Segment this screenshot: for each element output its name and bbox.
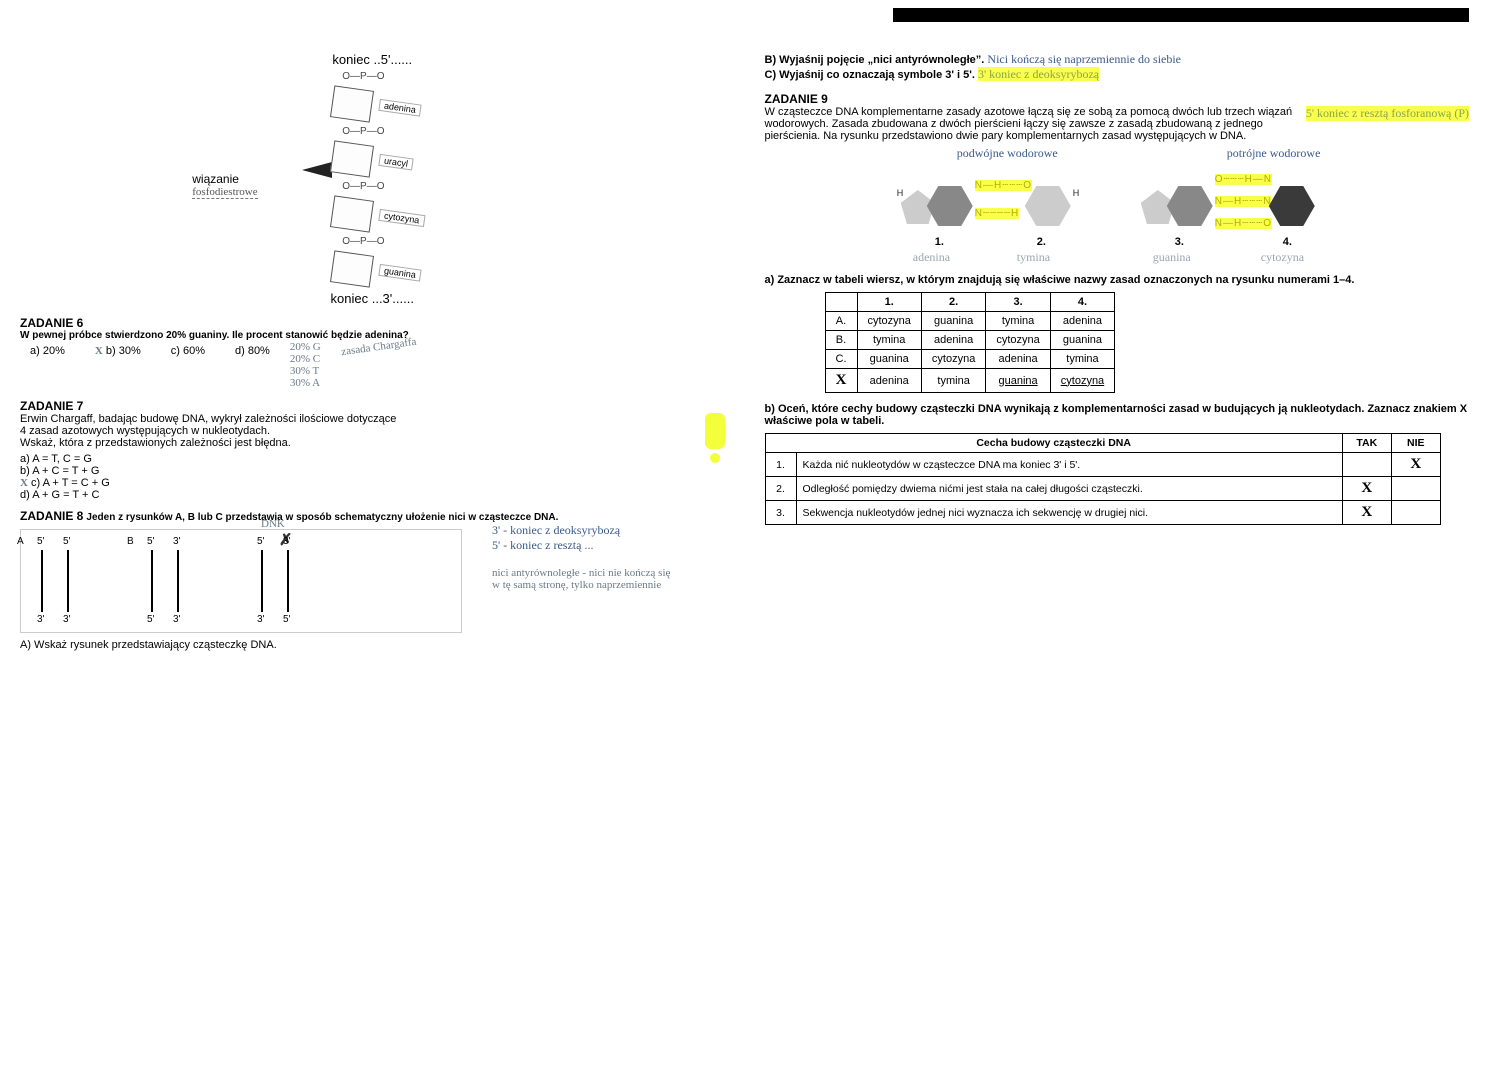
- base-label-1: adenina: [379, 99, 422, 117]
- label-potrojne: potrójne wodorowe: [1227, 146, 1321, 161]
- label-koniec-5: koniec ..5'......: [242, 52, 502, 67]
- answer-C-hand-1: 3' koniec z deoksyrybozą: [978, 67, 1099, 81]
- zadanie-6-sidework: 20% G 20% C 30% T 30% A: [290, 341, 321, 389]
- base-label-3: cytozyna: [379, 209, 426, 227]
- sugar-3: cytozyna: [330, 195, 374, 232]
- hbond-icon: N┄┄┄┄H: [975, 208, 1020, 219]
- hand-tymina: tymina: [1017, 250, 1050, 265]
- table-row: B. tyminaadenina cytozynaguanina: [825, 331, 1115, 350]
- mark-x-icon: X: [1391, 453, 1440, 477]
- table-row: 1.2. 3.4.: [825, 293, 1115, 312]
- mark-x-icon: X: [1342, 477, 1391, 501]
- hand-adenina: adenina: [913, 250, 950, 265]
- base-label-4: guanina: [379, 264, 422, 282]
- hbond-icon: N―H┄┄┄O: [1215, 218, 1272, 229]
- z7-opt-d: d) A + G = T + C: [20, 489, 685, 501]
- dna-backbone-diagram: koniec ..5'...... wiązanie fosfodiestrow…: [242, 52, 502, 306]
- question-C: C) Wyjaśnij co oznaczają symbole 3' i 5'…: [765, 67, 1470, 82]
- sugar-1: adenina: [330, 85, 374, 122]
- z7-opt-a: a) A = T, C = G: [20, 453, 685, 465]
- zadanie-9b-text: b) Oceń, które cechy budowy cząsteczki D…: [765, 403, 1470, 427]
- answer-B-hand: Nici kończą się naprzemiennie do siebie: [987, 52, 1181, 66]
- table-row-selected: X adeninatymina guaninacytozyna: [825, 369, 1115, 393]
- hand-dnk: DNK: [261, 518, 285, 530]
- sugar-2: uracyl: [330, 140, 374, 177]
- label-koniec-3: koniec ...3'......: [242, 291, 502, 306]
- question-B: B) Wyjaśnij pojęcie „nici antyrównoległe…: [765, 52, 1470, 67]
- phosphate-4: O—P—O: [342, 236, 502, 247]
- handwriting-fosfodiestrowe: fosfodiestrowe: [192, 186, 257, 199]
- label-wiazanie: wiązanie fosfodiestrowe: [192, 172, 257, 199]
- num-2: 2.: [1037, 236, 1046, 248]
- num-3: 3.: [1175, 236, 1184, 248]
- mark-x-icon: X: [825, 369, 857, 393]
- opt-c: c) 60%: [171, 345, 205, 357]
- table-row: C. guaninacytozyna adeninatymina: [825, 350, 1115, 369]
- mark-x-icon: X: [20, 477, 28, 489]
- opt-d: d) 80%: [235, 345, 270, 357]
- table-row: A. cytozynaguanina tyminaadenina: [825, 312, 1115, 331]
- hbond-icon: N―H┄┄┄O: [975, 180, 1032, 191]
- label-podwojne: podwójne wodorowe: [957, 146, 1058, 161]
- table-9a: 1.2. 3.4. A. cytozynaguanina tyminaadeni…: [825, 292, 1116, 393]
- z7-line1: Erwin Chargaff, badając budowę DNA, wykr…: [20, 413, 685, 425]
- arrow-icon: [302, 162, 332, 178]
- num-4: 4.: [1283, 236, 1292, 248]
- hbond-icon: O┄┄┄H―N: [1215, 174, 1272, 185]
- strand-B: B 5' 3' 5' 3': [141, 536, 211, 626]
- page: koniec ..5'...... wiązanie fosfodiestrow…: [0, 22, 1489, 681]
- base-label-2: uracyl: [379, 154, 414, 171]
- table-9b: Cecha budowy cząsteczki DNA TAK NIE 1. K…: [765, 433, 1441, 525]
- zadanie-8-figure: A 5' 5' 3' 3' B 5' 3' 5' 3' ✗: [20, 529, 462, 633]
- phosphate-1: O—P—O: [342, 71, 502, 82]
- zadanie-8-question: Jeden z rysunków A, B lub C przedstawia …: [86, 512, 558, 523]
- mark-x-icon: X: [1342, 501, 1391, 525]
- strand-A: A 5' 5' 3' 3': [31, 536, 101, 626]
- zadanie-8-handnotes: 3' - koniec z deoksyrybozą 5' - koniec z…: [492, 523, 670, 591]
- zadanie-6-title: ZADANIE 6: [20, 316, 725, 330]
- hbond-icon: N―H┄┄┄N: [1215, 196, 1272, 207]
- zadanie-8-title: ZADANIE 8: [20, 509, 83, 523]
- mark-x-icon: X: [95, 345, 103, 357]
- zadanie-6-options: a) 20% X b) 30% c) 60% d) 80%: [30, 345, 270, 357]
- opt-b: X b) 30%: [95, 345, 141, 357]
- base-pair-figure: podwójne wodorowe N―H┄┄┄O N┄┄┄┄H H H 1. …: [765, 150, 1470, 270]
- answer-C-hand-2: 5' koniec z resztą fosforanową (P): [1306, 106, 1469, 121]
- num-1: 1.: [935, 236, 944, 248]
- table-row: 3. Sekwencja nukleotydów jednej nici wyz…: [765, 501, 1440, 525]
- hand-guanina: guanina: [1153, 250, 1191, 265]
- phosphate-2: O—P—O: [342, 126, 502, 137]
- left-column: koniec ..5'...... wiązanie fosfodiestrow…: [20, 52, 725, 651]
- z7-opt-c: X c) A + T = C + G: [20, 477, 685, 489]
- table-row: Cecha budowy cząsteczki DNA TAK NIE: [765, 434, 1440, 453]
- zadanie-8-a: A) Wskaż rysunek przedstawiający cząstec…: [20, 639, 725, 651]
- zadanie-7-title: ZADANIE 7: [20, 399, 725, 413]
- strand-C: ✗ DNK 5' 3' 3' 5': [251, 536, 321, 626]
- highlight-exclaim-icon: [705, 413, 725, 449]
- hand-cytozyna: cytozyna: [1261, 250, 1304, 265]
- table-row: 2. Odległość pomiędzy dwiema nićmi jest …: [765, 477, 1440, 501]
- zadanie-9a-text: a) Zaznacz w tabeli wiersz, w którym zna…: [765, 274, 1470, 286]
- zadanie-6-question: W pewnej próbce stwierdzono 20% guaniny.…: [20, 330, 725, 341]
- opt-a: a) 20%: [30, 345, 65, 357]
- zadanie-9-title: ZADANIE 9: [765, 92, 1470, 106]
- phosphate-3: O—P—O: [342, 181, 502, 192]
- scan-black-bar: [893, 8, 1469, 22]
- pair-GC: potrójne wodorowe O┄┄┄H―N N―H┄┄┄N N―H┄┄┄…: [1137, 150, 1337, 270]
- table-row: 1. Każda nić nukleotydów w cząsteczce DN…: [765, 453, 1440, 477]
- z7-opt-b: b) A + C = T + G: [20, 465, 685, 477]
- z7-line2: 4 zasad azotowych występujących w nukleo…: [20, 425, 685, 437]
- sugar-4: guanina: [330, 250, 374, 287]
- z7-line3: Wskaż, która z przedstawionych zależnośc…: [20, 437, 685, 449]
- right-column: B) Wyjaśnij pojęcie „nici antyrównoległe…: [765, 52, 1470, 651]
- pair-AT: podwójne wodorowe N―H┄┄┄O N┄┄┄┄H H H 1. …: [897, 150, 1097, 270]
